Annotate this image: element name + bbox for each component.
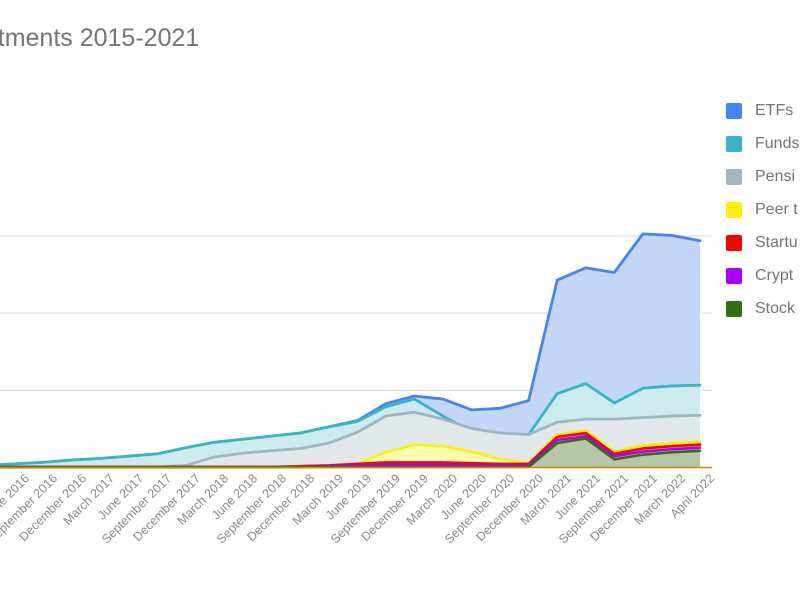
- legend-item[interactable]: Stock: [726, 294, 800, 324]
- legend-item[interactable]: Crypt: [726, 261, 800, 291]
- page-title: Investments 2015-2021: [0, 24, 200, 52]
- legend-color-swatch: [726, 202, 742, 218]
- legend-color-swatch: [726, 268, 742, 284]
- legend-item[interactable]: Funds: [726, 129, 800, 159]
- legend-item-label: Peer t: [755, 201, 798, 218]
- legend-item[interactable]: Peer t: [726, 195, 800, 225]
- area-chart-svg: [0, 232, 712, 469]
- legend-item-label: Funds: [755, 135, 800, 152]
- plot-area: [0, 75, 712, 470]
- legend-item[interactable]: ETFs: [726, 96, 800, 126]
- legend-item-label: ETFs: [755, 102, 794, 119]
- legend-item-label: Stock: [755, 300, 796, 317]
- legend-item-label: Pensi: [755, 168, 796, 185]
- legend-item-label: Startu: [755, 234, 798, 251]
- legend-item[interactable]: Pensi: [726, 162, 800, 192]
- legend-color-swatch: [726, 235, 742, 251]
- legend-color-swatch: [726, 103, 742, 119]
- legend-color-swatch: [726, 301, 742, 317]
- legend-color-swatch: [726, 136, 742, 152]
- legend-color-swatch: [726, 169, 742, 185]
- legend-item[interactable]: Startu: [726, 228, 800, 258]
- legend-item-label: Crypt: [755, 267, 794, 284]
- chart-legend: ETFs Funds Pensi Peer t Startu Crypt Stock: [726, 96, 800, 327]
